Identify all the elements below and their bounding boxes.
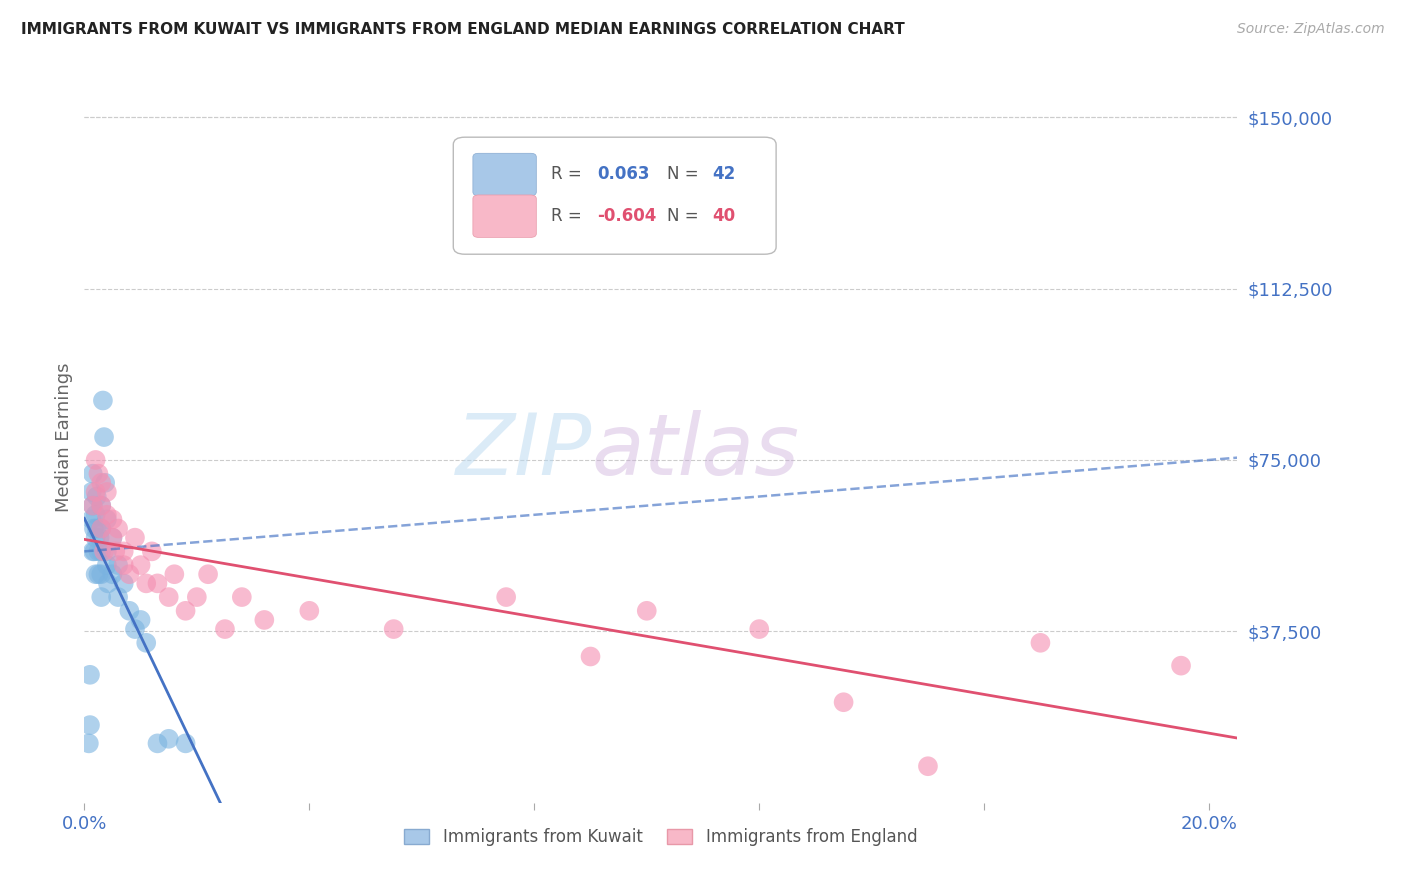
Point xyxy=(94,475,117,490)
Point xyxy=(1170,658,1192,673)
Point xyxy=(89,531,111,545)
Point xyxy=(90,499,112,513)
Text: IMMIGRANTS FROM KUWAIT VS IMMIGRANTS FROM ENGLAND MEDIAN EARNINGS CORRELATION CH: IMMIGRANTS FROM KUWAIT VS IMMIGRANTS FRO… xyxy=(21,22,905,37)
Point xyxy=(84,531,107,545)
Point xyxy=(231,590,253,604)
Point xyxy=(197,567,219,582)
FancyBboxPatch shape xyxy=(472,153,536,195)
Text: R =: R = xyxy=(551,207,588,225)
Text: -0.604: -0.604 xyxy=(598,207,657,225)
Point xyxy=(748,622,770,636)
Point xyxy=(90,544,112,558)
Text: N =: N = xyxy=(666,166,703,184)
Point xyxy=(112,576,135,591)
Point xyxy=(118,567,141,582)
Point xyxy=(87,567,110,582)
Text: 42: 42 xyxy=(713,166,735,184)
Point xyxy=(832,695,855,709)
Point xyxy=(107,590,129,604)
Point xyxy=(96,484,118,499)
Point xyxy=(495,590,517,604)
Point xyxy=(382,622,405,636)
Point xyxy=(135,576,157,591)
Point xyxy=(636,604,658,618)
Legend: Immigrants from Kuwait, Immigrants from England: Immigrants from Kuwait, Immigrants from … xyxy=(398,822,924,853)
Point xyxy=(80,512,103,526)
Point xyxy=(82,499,104,513)
FancyBboxPatch shape xyxy=(472,195,536,237)
Point xyxy=(174,736,197,750)
Point xyxy=(90,590,112,604)
Point xyxy=(96,544,118,558)
Point xyxy=(101,531,124,545)
Point xyxy=(84,567,107,582)
Point xyxy=(79,667,101,681)
Point xyxy=(174,604,197,618)
Point xyxy=(186,590,208,604)
Point xyxy=(163,567,186,582)
Point xyxy=(86,490,108,504)
Point xyxy=(124,531,146,545)
Point xyxy=(83,544,105,558)
Point xyxy=(141,544,163,558)
Text: 40: 40 xyxy=(713,207,735,225)
Point xyxy=(90,499,112,513)
Point xyxy=(104,544,127,558)
Text: N =: N = xyxy=(666,207,703,225)
Point xyxy=(579,649,602,664)
Point xyxy=(129,558,152,573)
Point xyxy=(84,508,107,522)
Point xyxy=(917,759,939,773)
Point xyxy=(101,531,124,545)
Point xyxy=(253,613,276,627)
Point xyxy=(135,636,157,650)
Text: 0.063: 0.063 xyxy=(598,166,650,184)
Point xyxy=(96,508,118,522)
Point xyxy=(124,622,146,636)
Point xyxy=(82,467,104,481)
Point xyxy=(101,512,124,526)
Point xyxy=(118,604,141,618)
Text: ZIP: ZIP xyxy=(456,410,592,493)
Point xyxy=(93,544,115,558)
Point xyxy=(146,736,169,750)
Point xyxy=(90,567,112,582)
Point xyxy=(214,622,236,636)
Point xyxy=(86,521,108,535)
Point xyxy=(83,521,105,535)
Point xyxy=(107,521,129,535)
Point xyxy=(84,453,107,467)
Point xyxy=(77,736,100,750)
Point xyxy=(93,430,115,444)
Point xyxy=(87,467,110,481)
Text: R =: R = xyxy=(551,166,588,184)
Point xyxy=(298,604,321,618)
Text: Source: ZipAtlas.com: Source: ZipAtlas.com xyxy=(1237,22,1385,37)
Point xyxy=(87,544,110,558)
Point xyxy=(96,512,118,526)
Point xyxy=(157,590,180,604)
Point xyxy=(80,484,103,499)
Point xyxy=(107,558,129,573)
Point xyxy=(146,576,169,591)
Point xyxy=(82,499,104,513)
Point xyxy=(96,558,118,573)
Point xyxy=(90,521,112,535)
Point xyxy=(91,393,114,408)
Point xyxy=(84,484,107,499)
Point xyxy=(112,558,135,573)
Point xyxy=(82,544,104,558)
Point xyxy=(79,718,101,732)
Point xyxy=(101,567,124,582)
Point xyxy=(97,576,120,591)
Text: atlas: atlas xyxy=(592,410,800,493)
Point xyxy=(157,731,180,746)
Point xyxy=(90,475,112,490)
FancyBboxPatch shape xyxy=(453,137,776,254)
Point xyxy=(1029,636,1052,650)
Point xyxy=(112,544,135,558)
Point xyxy=(90,521,112,535)
Point xyxy=(129,613,152,627)
Y-axis label: Median Earnings: Median Earnings xyxy=(55,362,73,512)
